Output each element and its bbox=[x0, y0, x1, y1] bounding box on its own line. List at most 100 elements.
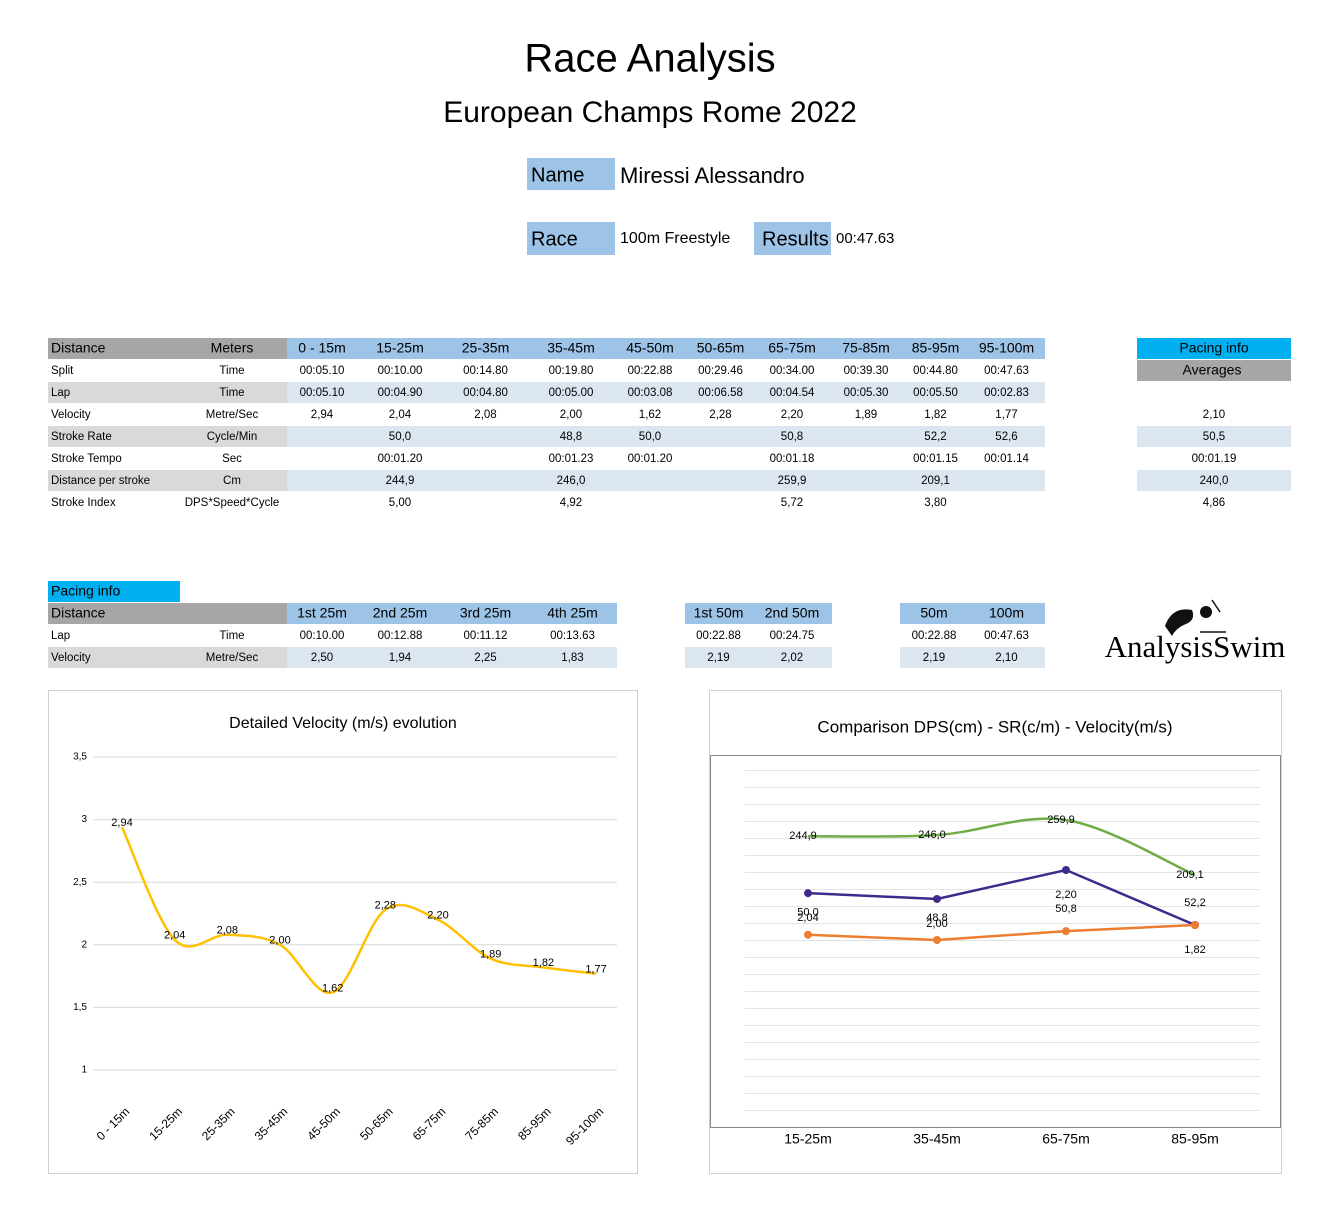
cell-background bbox=[900, 647, 1045, 668]
cell-background bbox=[1137, 426, 1291, 447]
cell-text: 2,00 bbox=[560, 409, 582, 421]
data-label: 1,82 bbox=[1184, 944, 1205, 956]
cell-text: 00:05.30 bbox=[844, 387, 889, 399]
row-label: Lap bbox=[51, 630, 70, 642]
average-cell: 2,10 bbox=[1203, 409, 1225, 421]
cell-text: 00:22.88 bbox=[912, 630, 957, 642]
data-label: 50,8 bbox=[1055, 903, 1076, 915]
point-marker bbox=[1191, 921, 1199, 929]
cell-text: 1,83 bbox=[561, 652, 583, 664]
header-cell: 50m bbox=[920, 605, 947, 621]
header-cell: Distance bbox=[51, 605, 106, 621]
y-tick-label: 2,5 bbox=[73, 877, 87, 888]
point-marker bbox=[804, 889, 812, 898]
cell-text: 00:34.00 bbox=[770, 365, 815, 377]
data-label: 1,89 bbox=[480, 948, 501, 960]
cell-text: 2,02 bbox=[781, 652, 803, 664]
cell-text: 3,80 bbox=[924, 497, 946, 509]
header-cell: 65-75m bbox=[768, 340, 815, 356]
chart-title: Comparison DPS(cm) - SR(c/m) - Velocity(… bbox=[817, 717, 1172, 736]
row-label: Distance per stroke bbox=[51, 475, 150, 487]
cell-text: 246,0 bbox=[557, 475, 586, 487]
point-marker bbox=[804, 930, 812, 939]
average-cell: 00:01.19 bbox=[1192, 453, 1237, 465]
data-label: 1,82 bbox=[533, 957, 554, 969]
header-cell: Averages bbox=[1183, 362, 1242, 378]
cell-text: 00:01.18 bbox=[770, 453, 815, 465]
data-label: 2,04 bbox=[164, 930, 185, 942]
cell-text: 00:04.80 bbox=[463, 387, 508, 399]
chart-title: Detailed Velocity (m/s) evolution bbox=[229, 715, 457, 732]
cell-text: 00:01.20 bbox=[378, 453, 423, 465]
cell-text: 00:10.00 bbox=[378, 365, 423, 377]
cell-text: 00:05.10 bbox=[300, 387, 345, 399]
average-cell: 4,86 bbox=[1203, 497, 1225, 509]
cell-text: 00:11.12 bbox=[464, 630, 508, 642]
cell-background bbox=[287, 382, 1045, 403]
cell-text: 1,62 bbox=[639, 409, 661, 421]
cell-text: 1,89 bbox=[855, 409, 877, 421]
cell-text: 2,04 bbox=[389, 409, 412, 421]
header-cell: Distance bbox=[51, 340, 106, 356]
cell-text: 00:01.14 bbox=[984, 453, 1029, 465]
cell-background bbox=[287, 647, 617, 668]
row-label: Velocity bbox=[51, 409, 91, 421]
header-cell: 0 - 15m bbox=[298, 340, 345, 356]
cell-background bbox=[48, 603, 287, 624]
plot-grid bbox=[745, 770, 1260, 1111]
cell-background bbox=[287, 426, 1045, 447]
cell-text: 209,1 bbox=[921, 475, 950, 487]
cell-text: 00:04.54 bbox=[770, 387, 815, 399]
row-label: Split bbox=[51, 365, 74, 377]
cell-text: 48,8 bbox=[560, 431, 582, 443]
header-cell: 100m bbox=[989, 605, 1024, 621]
cell-text: 00:24.75 bbox=[770, 630, 815, 642]
athlete-name: Miressi Alessandro bbox=[620, 163, 805, 188]
chart-panel bbox=[48, 690, 638, 1174]
cell-text: 00:04.90 bbox=[378, 387, 423, 399]
subtitle: European Champs Rome 2022 bbox=[443, 96, 857, 129]
x-tick-label: 15-25m bbox=[784, 1131, 831, 1147]
cell-text: 00:29.46 bbox=[698, 365, 743, 377]
data-label: 244,9 bbox=[789, 830, 817, 842]
cell-background bbox=[48, 338, 287, 359]
data-label: 50,0 bbox=[797, 907, 818, 919]
data-label: 209,1 bbox=[1176, 869, 1204, 881]
results: 00:47.63 bbox=[836, 230, 894, 247]
row-unit: Time bbox=[219, 365, 244, 377]
cell-text: 00:13.63 bbox=[550, 630, 595, 642]
header-cell: 4th 25m bbox=[547, 605, 598, 621]
data-label: 2,20 bbox=[1055, 889, 1076, 901]
row-label: Velocity bbox=[51, 652, 91, 664]
data-label: 2,00 bbox=[926, 918, 947, 930]
cell-text: 00:47.63 bbox=[984, 365, 1029, 377]
series-line bbox=[807, 923, 1196, 942]
cell-text: 00:47.63 bbox=[984, 630, 1029, 642]
point-marker bbox=[933, 936, 941, 944]
x-tick-label: 35-45m bbox=[913, 1131, 960, 1147]
y-tick-label: 3,5 bbox=[73, 752, 87, 763]
cell-background bbox=[685, 603, 832, 624]
cell-background bbox=[287, 603, 617, 624]
y-tick-label: 1 bbox=[81, 1065, 87, 1076]
cell-text: 244,9 bbox=[386, 475, 415, 487]
row-label: Stroke Tempo bbox=[51, 453, 122, 465]
data-label: 52,2 bbox=[1184, 897, 1205, 909]
cell-text: 00:22.88 bbox=[628, 365, 673, 377]
cell-text: 00:39.30 bbox=[844, 365, 889, 377]
cell-text: 00:05.00 bbox=[549, 387, 594, 399]
cell-text: 00:19.80 bbox=[549, 365, 594, 377]
cell-text: 00:12.88 bbox=[378, 630, 423, 642]
cell-text: 00:22.88 bbox=[696, 630, 741, 642]
data-label: 48,8 bbox=[926, 912, 947, 924]
cell-text: 1,77 bbox=[995, 409, 1017, 421]
data-label: 2,94 bbox=[111, 817, 132, 829]
header-cell: Pacing info bbox=[1179, 340, 1248, 356]
cell-text: 2,94 bbox=[311, 409, 334, 421]
header-cell: 35-45m bbox=[547, 340, 594, 356]
label-box bbox=[527, 222, 615, 255]
header-cell: Pacing info bbox=[51, 583, 120, 599]
header-cell: 2nd 25m bbox=[373, 605, 427, 621]
results-label: Results bbox=[762, 228, 829, 250]
cell-text: 50,8 bbox=[781, 431, 803, 443]
